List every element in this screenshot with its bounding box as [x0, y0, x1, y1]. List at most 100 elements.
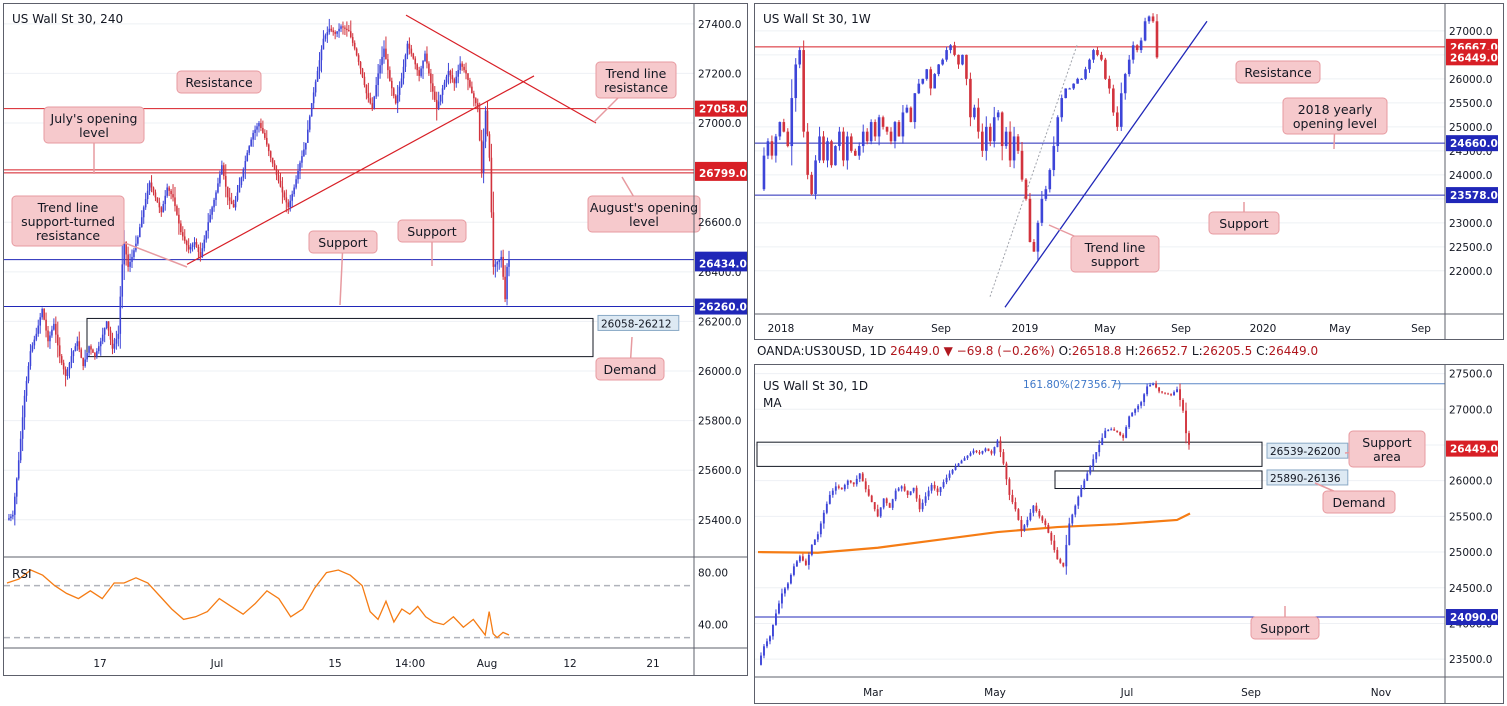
h4-price-tag-label: 26799.0 [699, 168, 747, 180]
candle-body [336, 31, 338, 34]
candle-body [981, 131, 984, 151]
candle-body [937, 64, 940, 75]
close-label: C: [1256, 344, 1269, 358]
candle-body [975, 450, 978, 453]
candle-body [1011, 494, 1014, 503]
candle-body [398, 86, 401, 95]
candle-body [88, 346, 90, 353]
w1-x-tick-label: May [1094, 323, 1116, 335]
price-change: −69.8 (−0.26%) [956, 344, 1055, 358]
candle-body [830, 141, 833, 166]
w1-y-tick-label: 22500.0 [1449, 242, 1492, 254]
candle-body [60, 356, 63, 363]
candle-body [1020, 519, 1023, 531]
candle-body [1176, 389, 1178, 393]
candle-body [465, 70, 467, 74]
support-note-text: Support [1219, 216, 1269, 231]
candle-body [340, 26, 342, 29]
candle-body [828, 494, 831, 504]
candle-body [150, 182, 153, 188]
w1-y-tick-label: 25500.0 [1449, 98, 1492, 110]
daily-chart-panel[interactable]: 161.80%(27356.7) 26539-26200 25890-26136 … [754, 364, 1504, 704]
candle-body [1026, 519, 1029, 526]
weekly-chart-title: US Wall St 30, 1W [763, 12, 871, 26]
candle-body [455, 76, 458, 84]
candle-body [843, 484, 846, 490]
candle-body [303, 149, 305, 157]
candle-body [834, 486, 837, 491]
candle-body [322, 38, 325, 50]
weekly-chart-panel[interactable]: Resistance 2018 yearly opening level Trend … [754, 3, 1504, 340]
candle-body [1076, 78, 1079, 84]
candle-body [383, 48, 385, 57]
candle-body [51, 329, 53, 336]
candle-body [56, 334, 59, 346]
candle-body [168, 187, 170, 191]
candle-body [453, 79, 456, 84]
candle-body [410, 48, 413, 54]
h4-price-tag-bg [695, 255, 747, 272]
resistance-note-box [176, 70, 262, 94]
candle-body [234, 199, 237, 208]
candle-body [176, 206, 178, 215]
candle-body [1096, 50, 1099, 55]
candle-body [299, 162, 301, 171]
candle-body [1068, 88, 1071, 90]
candle-body [447, 70, 450, 77]
candle-body [1100, 54, 1103, 60]
candle-body [1122, 434, 1125, 438]
candle-body [43, 309, 45, 320]
support-note-2-text: Support [407, 224, 457, 239]
h4-chart-panel[interactable]: 26058-26212 Resistance July's opening leve… [3, 3, 748, 676]
candle-body [379, 65, 381, 74]
candle-body [865, 131, 869, 142]
candle-body [933, 74, 936, 89]
candle-body [144, 199, 147, 208]
candle-body [927, 490, 930, 497]
fib-dotted-line [989, 45, 1078, 297]
candle-body [897, 488, 900, 491]
candle-body [1092, 50, 1095, 60]
candle-body [160, 207, 163, 213]
candle-body [351, 37, 354, 43]
candle-body [66, 369, 69, 376]
candle-body [1088, 59, 1091, 70]
rsi-line [6, 569, 510, 639]
candle-body [125, 242, 127, 255]
candle-body [953, 45, 956, 55]
candle-body [74, 346, 77, 352]
h4-chart-title: US Wall St 30, 240 [12, 12, 123, 26]
candle-body [921, 502, 924, 510]
candle-body [936, 488, 939, 493]
candle-body [1143, 21, 1147, 41]
w1-y-tick-label: 26000.0 [1449, 74, 1492, 86]
candle-body [496, 261, 499, 265]
candle-body [310, 103, 313, 117]
trend-line-support-note-text: support [1091, 254, 1139, 269]
candle-body [760, 655, 762, 665]
candle-body [882, 498, 885, 508]
support-note-box [1208, 211, 1280, 235]
candle-body [207, 222, 209, 231]
candle-body [1149, 384, 1152, 387]
candle-body [1119, 432, 1122, 435]
support-area-note-text: Support [1362, 435, 1412, 450]
trend-line-support-note-text: Trend line [1084, 240, 1146, 255]
candle-body [473, 93, 475, 99]
candle-body [92, 349, 94, 353]
candle-body [1139, 40, 1143, 51]
candle-body [1110, 429, 1113, 431]
moving-average-line [757, 512, 1191, 554]
candle-body [1161, 391, 1164, 393]
candle-body [867, 489, 870, 496]
candle-body [269, 151, 272, 158]
trend-line-support-note-box [1070, 235, 1160, 273]
candle-body [285, 197, 288, 203]
daily-chart-svg[interactable]: 161.80%(27356.7) 26539-2620025890-26136 … [755, 365, 1504, 704]
h4-y-tick-label: 27200.0 [698, 68, 741, 80]
august-opening-note-text: level [629, 214, 659, 229]
w1-x-tick-label: May [852, 323, 874, 335]
candle-body [996, 440, 999, 448]
